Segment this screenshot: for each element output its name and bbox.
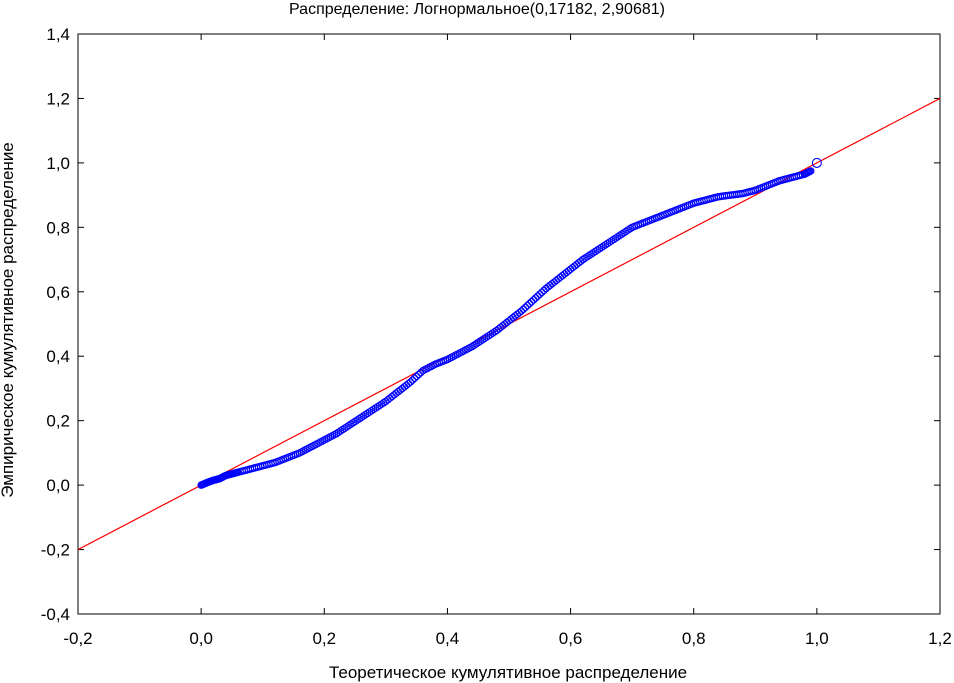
x-tick-label: 0,2 [312, 629, 336, 648]
y-tick-label: -0,4 [41, 605, 70, 624]
plot-area-frame [77, 33, 941, 615]
data-point [626, 224, 634, 233]
chart-title: Распределение: Логнормальное(0,17182, 2,… [289, 1, 665, 18]
plot-content [78, 97, 940, 551]
y-tick-label: 0,0 [46, 476, 70, 495]
y-tick-label: 0,4 [46, 347, 70, 366]
data-point [414, 370, 423, 379]
y-axis: -0,4 -0,2 0,0 0,2 0,4 0,6 0,8 1,0 1,2 1,4 [41, 25, 940, 624]
data-point [519, 305, 528, 313]
x-tick-label: 0,0 [189, 629, 213, 648]
data-point [531, 294, 540, 302]
data-point [412, 372, 421, 381]
y-tick-label: 1,0 [46, 154, 70, 173]
x-tick-label: 1,2 [928, 629, 952, 648]
data-point [525, 299, 534, 308]
data-point [523, 301, 532, 310]
y-axis-title: Эмпирическое кумулятивное распределение [0, 142, 17, 498]
data-point [538, 288, 546, 297]
x-axis-title: Теоретическое кумулятивное распределение [329, 663, 687, 682]
data-point-max [811, 157, 822, 168]
data-point [527, 297, 536, 306]
x-tick-label: 0,4 [436, 629, 460, 648]
data-point [536, 290, 544, 298]
y-tick-label: 0,8 [46, 218, 70, 237]
data-point [533, 292, 542, 300]
data-point [806, 167, 815, 175]
data-point [408, 376, 417, 384]
y-tick-label: 0,6 [46, 283, 70, 302]
x-tick-label: 0,6 [559, 629, 583, 648]
y-tick-label: 1,2 [46, 89, 70, 108]
data-point [406, 378, 415, 386]
x-axis: -0,2 0,0 0,2 0,4 0,6 0,8 1,0 1,2 [63, 34, 952, 648]
y-tick-label: 0,2 [46, 412, 70, 431]
data-point [517, 307, 526, 315]
data-points [197, 157, 822, 489]
x-tick-label: 0,8 [682, 629, 706, 648]
data-point [529, 296, 538, 304]
y-tick-label: -0,2 [41, 541, 70, 560]
x-tick-label: 1,0 [805, 629, 829, 648]
y-tick-label: 1,4 [46, 25, 70, 44]
x-tick-label: -0,2 [63, 629, 92, 648]
data-point [410, 374, 419, 382]
data-point [521, 303, 530, 312]
